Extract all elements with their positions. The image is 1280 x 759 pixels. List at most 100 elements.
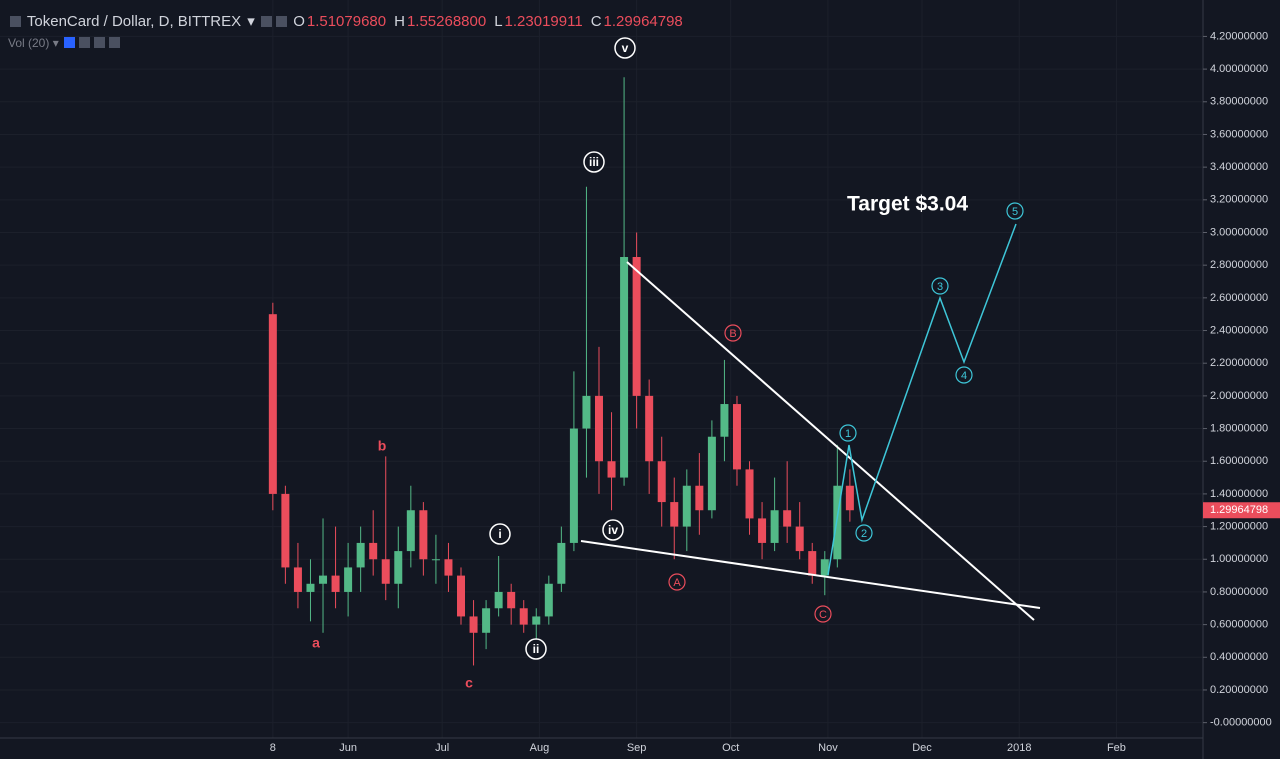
wave-circle [583, 151, 605, 173]
symbol[interactable]: TokenCard / Dollar, D, BITTREX [26, 13, 242, 30]
icon [79, 37, 91, 48]
candle-body [795, 526, 804, 552]
y-tick-label: 1.80000000 [1210, 422, 1268, 434]
candle-body [268, 314, 277, 494]
candle-body [431, 559, 440, 561]
icon [109, 37, 121, 48]
x-tick-label: 2018 [1007, 742, 1031, 754]
indicator-name[interactable]: Vol (20) [8, 36, 50, 50]
y-tick-label: 1.20000000 [1210, 520, 1268, 532]
candle-body [281, 493, 290, 568]
candle-body [783, 510, 792, 527]
ohlc: O 1.51079680 H 1.55268800 L 1.23019911 C 1.2996… [293, 13, 691, 30]
candle-body [720, 404, 729, 437]
candle-body [845, 485, 854, 511]
wave-circle [724, 324, 742, 342]
wave-label: iv [608, 523, 618, 537]
ohlc-value: 1.29964798 [603, 13, 683, 30]
header: TokenCard / Dollar, D, BITTREX ▾ O 1.5107… [8, 12, 693, 30]
wave-label: B [729, 328, 736, 340]
wave-label: b [378, 438, 387, 454]
candle-body [670, 502, 679, 527]
candle-body [544, 583, 553, 617]
candle-body [594, 395, 603, 462]
wave-circle [602, 519, 624, 541]
wave-circle [955, 366, 973, 384]
candle-body [482, 608, 491, 633]
wave-circle [525, 638, 547, 660]
x-tick-label: Jun [339, 742, 357, 754]
candle-body [620, 257, 629, 478]
ohlc-key: C [590, 13, 602, 30]
wave-label: 2 [861, 528, 867, 540]
icon [276, 16, 288, 27]
candle-body [356, 542, 365, 568]
candle-body [381, 559, 390, 584]
ohlc-key: H [394, 13, 405, 30]
candle-body [632, 257, 641, 396]
candle-body [306, 583, 315, 592]
y-tick-label: 3.60000000 [1210, 128, 1268, 140]
y-tick-label: 2.80000000 [1210, 259, 1268, 271]
y-tick-label: 1.60000000 [1210, 455, 1268, 467]
y-tick-label: 4.20000000 [1210, 30, 1268, 42]
wave-circle [839, 424, 857, 442]
icon [64, 37, 76, 48]
indicator: Vol (20) ▾ [8, 36, 122, 50]
candle-body [319, 575, 328, 584]
wave-circle [489, 523, 511, 545]
target-label: Target $3.04 [847, 193, 968, 216]
x-tick-label: Oct [722, 742, 739, 754]
candle-body [457, 575, 466, 617]
wave-label: iii [589, 155, 599, 169]
y-tick-label: 0.60000000 [1210, 619, 1268, 631]
candle-body [657, 461, 666, 503]
y-tick-label: 0.40000000 [1210, 651, 1268, 663]
candle-body [344, 567, 353, 592]
candle-body [758, 518, 767, 543]
y-tick-label: 2.60000000 [1210, 292, 1268, 304]
wave-label: ii [533, 642, 540, 656]
ohlc-value: 1.23019911 [504, 13, 583, 30]
candle-body [419, 510, 428, 560]
x-tick-label: Dec [912, 742, 932, 754]
wave-circle [668, 573, 686, 591]
candle-body [770, 510, 779, 543]
candle-body [507, 591, 516, 609]
wave-label: v [622, 41, 629, 55]
candle-body [833, 485, 842, 560]
candle-body [532, 616, 541, 625]
ohlc-value: 1.51079680 [306, 13, 387, 30]
icon [94, 37, 106, 48]
wave-label: 5 [1012, 206, 1018, 218]
y-tick-label: 3.80000000 [1210, 96, 1268, 108]
y-tick-label: 2.00000000 [1210, 390, 1268, 402]
wave-circle [814, 605, 832, 623]
candle-body [406, 510, 415, 552]
y-tick-label: 2.40000000 [1210, 324, 1268, 336]
y-tick-label: 0.80000000 [1210, 586, 1268, 598]
candle-body [645, 395, 654, 462]
candle-body [808, 551, 817, 576]
icon [261, 16, 273, 27]
candle-body [820, 559, 829, 576]
trend-line [626, 261, 1035, 621]
wave-label: i [498, 527, 501, 541]
last-price-label: 1.29964798 [1210, 504, 1268, 516]
candle-body [582, 395, 591, 429]
y-tick-label: 1.00000000 [1210, 553, 1268, 565]
x-tick-label: Sep [627, 742, 647, 754]
candle-body [732, 404, 741, 470]
grid [0, 0, 1203, 738]
wave-label: 1 [845, 428, 851, 440]
ohlc-key: L [494, 13, 503, 30]
candle-body [695, 485, 704, 511]
x-tick-label: Aug [530, 742, 550, 754]
x-tick-label: Jul [435, 742, 449, 754]
wave-label: c [465, 675, 473, 691]
wave-label: C [819, 609, 827, 621]
wave-circle [1006, 202, 1024, 220]
candle-body [293, 567, 302, 592]
wave-circle [931, 277, 949, 295]
